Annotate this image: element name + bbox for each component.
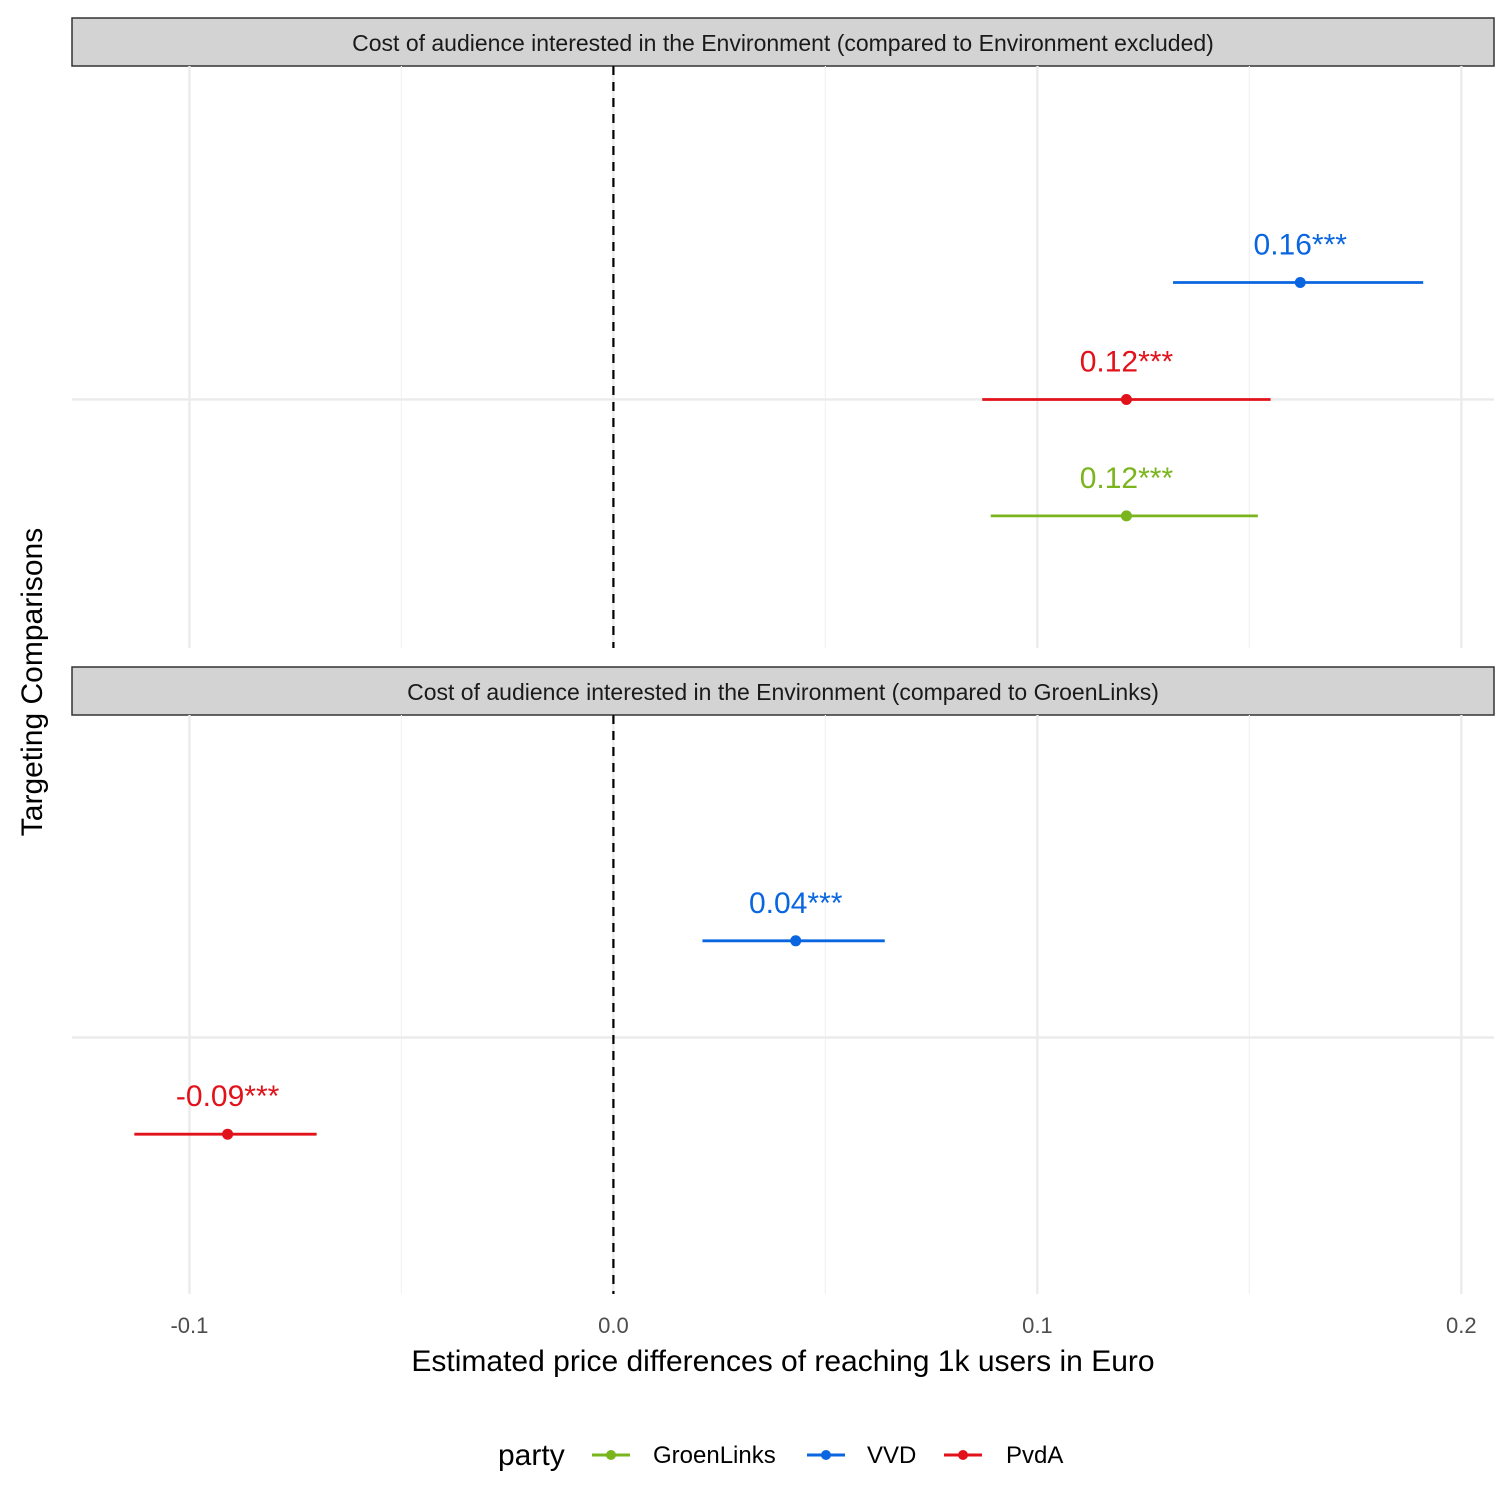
x-tick-label: 0.0 xyxy=(598,1313,629,1338)
legend-label-pvda: PvdA xyxy=(1006,1442,1063,1469)
legend-key-pvda-point xyxy=(958,1450,968,1460)
point-estimate-vvd xyxy=(1294,277,1306,289)
point-estimate-groenlinks xyxy=(1120,510,1132,522)
legend-title: party xyxy=(498,1439,565,1472)
panel-1-marks: 0.16*** 0.12*** 0.12*** xyxy=(982,229,1424,522)
legend-key-groenlinks-point xyxy=(606,1450,616,1460)
x-tick-label: 0.1 xyxy=(1022,1313,1053,1338)
legend-key-vvd-point xyxy=(821,1450,831,1460)
data-label-vvd: 0.16*** xyxy=(1254,229,1348,262)
legend-label-vvd: VVD xyxy=(867,1442,916,1469)
panel-2-marks: 0.04*** -0.09*** xyxy=(134,887,885,1140)
x-axis-ticks: -0.1 0.0 0.1 0.2 xyxy=(170,1313,1476,1338)
panel-1-strip-title: Cost of audience interested in the Envir… xyxy=(352,30,1214,56)
point-estimate-pvda xyxy=(1120,393,1132,405)
legend-label-groenlinks: GroenLinks xyxy=(653,1442,776,1469)
panel-1: Cost of audience interested in the Envir… xyxy=(71,17,1495,648)
x-tick-label: -0.1 xyxy=(170,1313,208,1338)
data-label-vvd: 0.04*** xyxy=(749,887,843,920)
panel-2: Cost of audience interested in the Envir… xyxy=(71,666,1495,1294)
y-axis-title: Targeting Comparisons xyxy=(16,528,49,836)
panel-2-grid xyxy=(72,715,1494,1294)
data-label-pvda: -0.09*** xyxy=(176,1080,280,1113)
panel-2-strip-title: Cost of audience interested in the Envir… xyxy=(407,679,1159,705)
data-label-pvda: 0.12*** xyxy=(1080,345,1174,378)
panel-1-strip xyxy=(71,17,1495,67)
data-label-groenlinks: 0.12*** xyxy=(1080,462,1174,495)
panel-1-grid xyxy=(72,66,1494,648)
legend: party GroenLinks VVD PvdA xyxy=(498,1439,1063,1472)
x-axis-title: Estimated price differences of reaching … xyxy=(411,1345,1154,1378)
legend-item-groenlinks: GroenLinks xyxy=(592,1442,776,1469)
point-estimate-vvd xyxy=(790,935,802,947)
legend-item-vvd: VVD xyxy=(807,1442,916,1469)
panel-2-strip xyxy=(71,666,1495,716)
point-estimate-pvda xyxy=(222,1128,234,1140)
legend-item-pvda: PvdA xyxy=(944,1442,1063,1469)
x-tick-label: 0.2 xyxy=(1446,1313,1477,1338)
